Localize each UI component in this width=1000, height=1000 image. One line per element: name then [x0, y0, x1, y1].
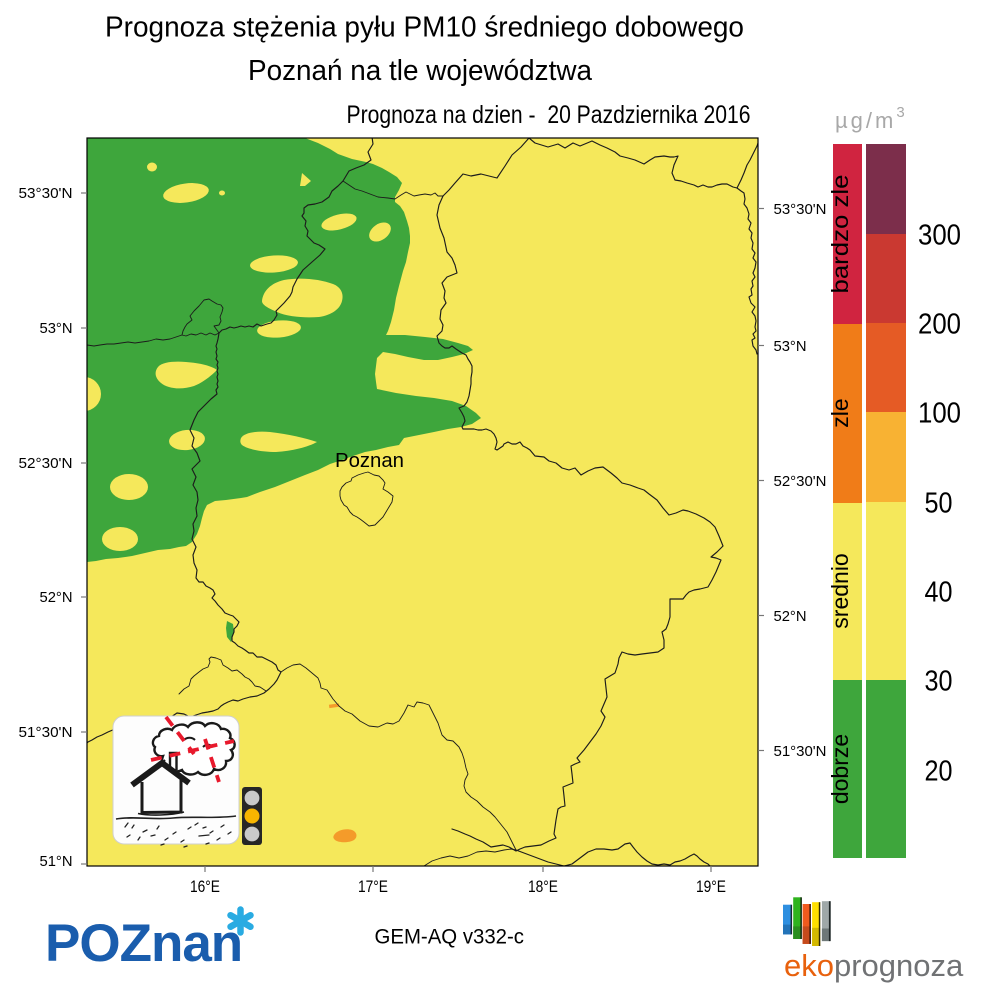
svg-text:40: 40	[925, 577, 953, 609]
svg-text:53°N: 53°N	[40, 320, 73, 337]
svg-text:53°N: 53°N	[774, 338, 807, 355]
svg-text:53°30'N: 53°30'N	[774, 201, 827, 218]
svg-text:52°30'N: 52°30'N	[19, 455, 73, 472]
svg-text:srednio: srednio	[827, 553, 853, 628]
svg-text:51°30'N: 51°30'N	[19, 724, 73, 741]
svg-text:Prognoza na dzien - 20 Pazdzi: Prognoza na dzien - 20 Pazdziernika 2016	[347, 101, 751, 129]
svg-text:17°E: 17°E	[358, 878, 388, 896]
svg-text:51°30'N: 51°30'N	[774, 743, 827, 760]
svg-text:Poznań na tle województwa: Poznań na tle województwa	[248, 55, 593, 87]
svg-text:53°30'N: 53°30'N	[19, 185, 73, 202]
svg-text:51°N: 51°N	[40, 853, 73, 870]
svg-text:zle: zle	[827, 398, 853, 427]
svg-text:52°30'N: 52°30'N	[774, 473, 827, 490]
svg-text:19°E: 19°E	[696, 878, 726, 896]
svg-text:16°E: 16°E	[190, 878, 220, 896]
svg-text:Prognoza stężenia pyłu PM10 śr: Prognoza stężenia pyłu PM10 średniego do…	[105, 12, 744, 44]
svg-text:bardzo zle: bardzo zle	[827, 175, 853, 294]
svg-text:52°N: 52°N	[774, 608, 807, 625]
svg-text:POZnan: POZnan	[45, 914, 242, 973]
svg-text:GEM-AQ v332-c: GEM-AQ v332-c	[375, 926, 525, 949]
svg-text:20: 20	[925, 756, 953, 788]
svg-text:µg/m3: µg/m3	[835, 104, 908, 133]
svg-text:dobrze: dobrze	[827, 734, 853, 804]
svg-text:100: 100	[918, 398, 961, 430]
svg-text:300: 300	[918, 220, 961, 252]
svg-text:18°E: 18°E	[528, 878, 558, 896]
svg-text:Poznan: Poznan	[335, 450, 404, 472]
svg-text:ekoprognoza: ekoprognoza	[784, 948, 964, 983]
svg-text:200: 200	[918, 309, 961, 341]
svg-text:30: 30	[925, 666, 953, 698]
svg-text:52°N: 52°N	[40, 589, 73, 606]
svg-text:50: 50	[925, 488, 953, 520]
